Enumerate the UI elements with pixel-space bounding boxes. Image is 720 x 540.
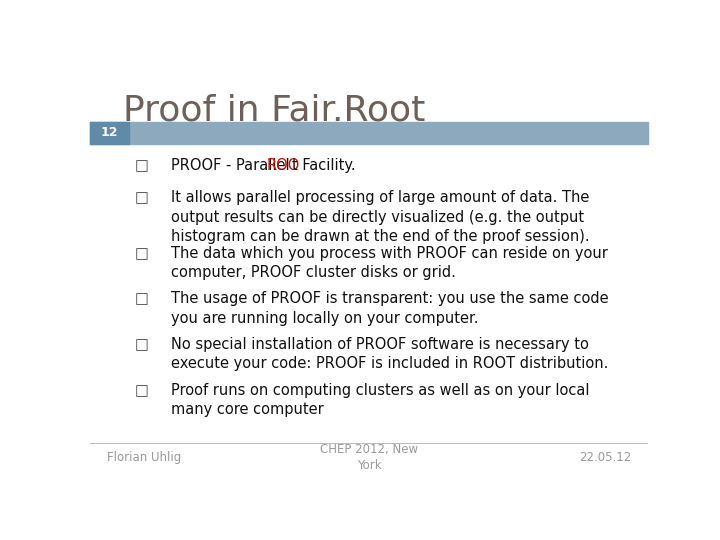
- Text: The data which you process with PROOF can reside on your
computer, PROOF cluster: The data which you process with PROOF ca…: [171, 246, 608, 280]
- Text: 12: 12: [101, 126, 118, 139]
- Text: CHEP 2012, New
York: CHEP 2012, New York: [320, 443, 418, 472]
- Text: No special installation of PROOF software is necessary to
execute your code: PRO: No special installation of PROOF softwar…: [171, 337, 608, 372]
- Text: □: □: [135, 337, 148, 352]
- Text: 22.05.12: 22.05.12: [579, 451, 631, 464]
- Text: The usage of PROOF is transparent: you use the same code
you are running locally: The usage of PROOF is transparent: you u…: [171, 292, 608, 326]
- Text: PROOF - Parallel: PROOF - Parallel: [171, 158, 294, 173]
- Bar: [90, 122, 129, 144]
- Text: It allows parallel processing of large amount of data. The
output results can be: It allows parallel processing of large a…: [171, 191, 590, 244]
- Text: □: □: [135, 292, 148, 306]
- Text: t Facility.: t Facility.: [292, 158, 356, 173]
- Text: □: □: [135, 383, 148, 398]
- Bar: [90, 122, 648, 144]
- Text: □: □: [135, 191, 148, 205]
- Text: Proof in Fair.Root: Proof in Fair.Root: [124, 94, 426, 128]
- Text: ROO: ROO: [266, 158, 300, 173]
- Text: □: □: [135, 158, 148, 173]
- Text: □: □: [135, 246, 148, 261]
- Text: Proof runs on computing clusters as well as on your local
many core computer: Proof runs on computing clusters as well…: [171, 383, 590, 417]
- Text: Florian Uhlig: Florian Uhlig: [107, 451, 181, 464]
